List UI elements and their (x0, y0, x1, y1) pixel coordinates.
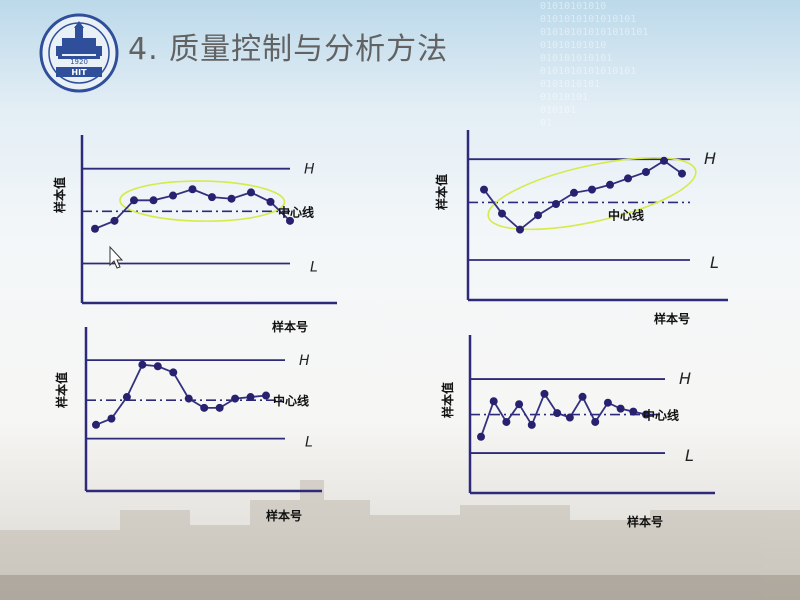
highlight-ellipse (119, 180, 286, 222)
data-point (110, 216, 119, 225)
logo-text: HIT (71, 68, 87, 77)
data-point (138, 360, 147, 369)
data-point (534, 211, 542, 220)
data-point (616, 404, 625, 413)
x-axis-label: 样本号 (272, 319, 308, 334)
data-point (169, 191, 177, 200)
data-point (107, 414, 116, 423)
data-point (489, 397, 498, 406)
data-point (153, 362, 162, 371)
data-point (92, 420, 100, 429)
data-point (516, 225, 524, 234)
data-point (247, 188, 255, 197)
data-point (642, 168, 650, 176)
data-point (130, 196, 138, 205)
data-point (477, 432, 485, 441)
data-point (149, 196, 158, 205)
slide-title: 4. 质量控制与分析方法 (128, 32, 449, 67)
center-line-label: 中心线 (273, 393, 309, 408)
data-point (565, 413, 574, 422)
university-logo: 1920 HIT (39, 13, 119, 93)
data-point (540, 389, 549, 398)
series-line (95, 363, 267, 426)
logo-year: 1920 (70, 58, 88, 66)
y-axis-label: 样本值 (434, 174, 449, 210)
data-point (515, 400, 524, 409)
data-point (606, 180, 614, 189)
data-point (570, 188, 578, 197)
data-point (208, 193, 216, 202)
upper-limit-label: H (304, 162, 315, 178)
y-axis-label: 样本值 (54, 372, 69, 408)
data-point (262, 391, 270, 400)
data-point (498, 209, 506, 218)
data-point (231, 394, 240, 403)
city-background (0, 480, 800, 600)
lower-limit-label: L (305, 435, 313, 451)
data-point (642, 410, 650, 419)
center-line-label: 中心线 (643, 408, 679, 423)
mouse-cursor-icon (109, 245, 124, 269)
upper-limit-label: H (704, 149, 716, 168)
data-point (502, 417, 511, 426)
lower-limit-label: L (310, 260, 318, 276)
lower-limit-label: L (685, 446, 694, 465)
data-point (215, 403, 224, 412)
data-point (603, 398, 612, 407)
data-point (588, 185, 596, 194)
data-point (629, 407, 638, 416)
data-point (286, 216, 294, 225)
highlight-ellipse (487, 157, 697, 231)
binary-decoration: 01010101010 0101010101010101 01010101010… (540, 1, 649, 129)
data-point (678, 169, 686, 178)
data-point (480, 185, 488, 194)
y-axis-label: 样本值 (52, 177, 67, 213)
data-point (660, 156, 668, 165)
data-point (553, 409, 562, 418)
data-point (624, 174, 632, 183)
lower-limit-label: L (710, 253, 719, 272)
x-axis-label: 样本号 (654, 311, 690, 326)
data-point (578, 392, 587, 401)
data-point (91, 224, 99, 233)
upper-limit-label: H (679, 369, 691, 388)
data-point (122, 393, 131, 402)
data-point (246, 393, 255, 402)
upper-limit-label: H (299, 353, 310, 369)
x-axis-label: 样本号 (627, 514, 663, 529)
data-point (188, 185, 197, 194)
data-point (266, 197, 275, 206)
data-point (552, 200, 560, 208)
data-point (527, 420, 536, 429)
center-line-label: 中心线 (278, 204, 314, 219)
series-line (483, 159, 683, 231)
x-axis-label: 样本号 (266, 508, 302, 523)
center-line-label: 中心线 (608, 207, 644, 222)
data-point (184, 394, 193, 403)
data-point (227, 194, 236, 203)
series-line (94, 188, 291, 230)
y-axis-label: 样本值 (440, 382, 455, 418)
data-point (169, 368, 178, 377)
data-point (591, 417, 600, 426)
data-point (200, 403, 209, 412)
